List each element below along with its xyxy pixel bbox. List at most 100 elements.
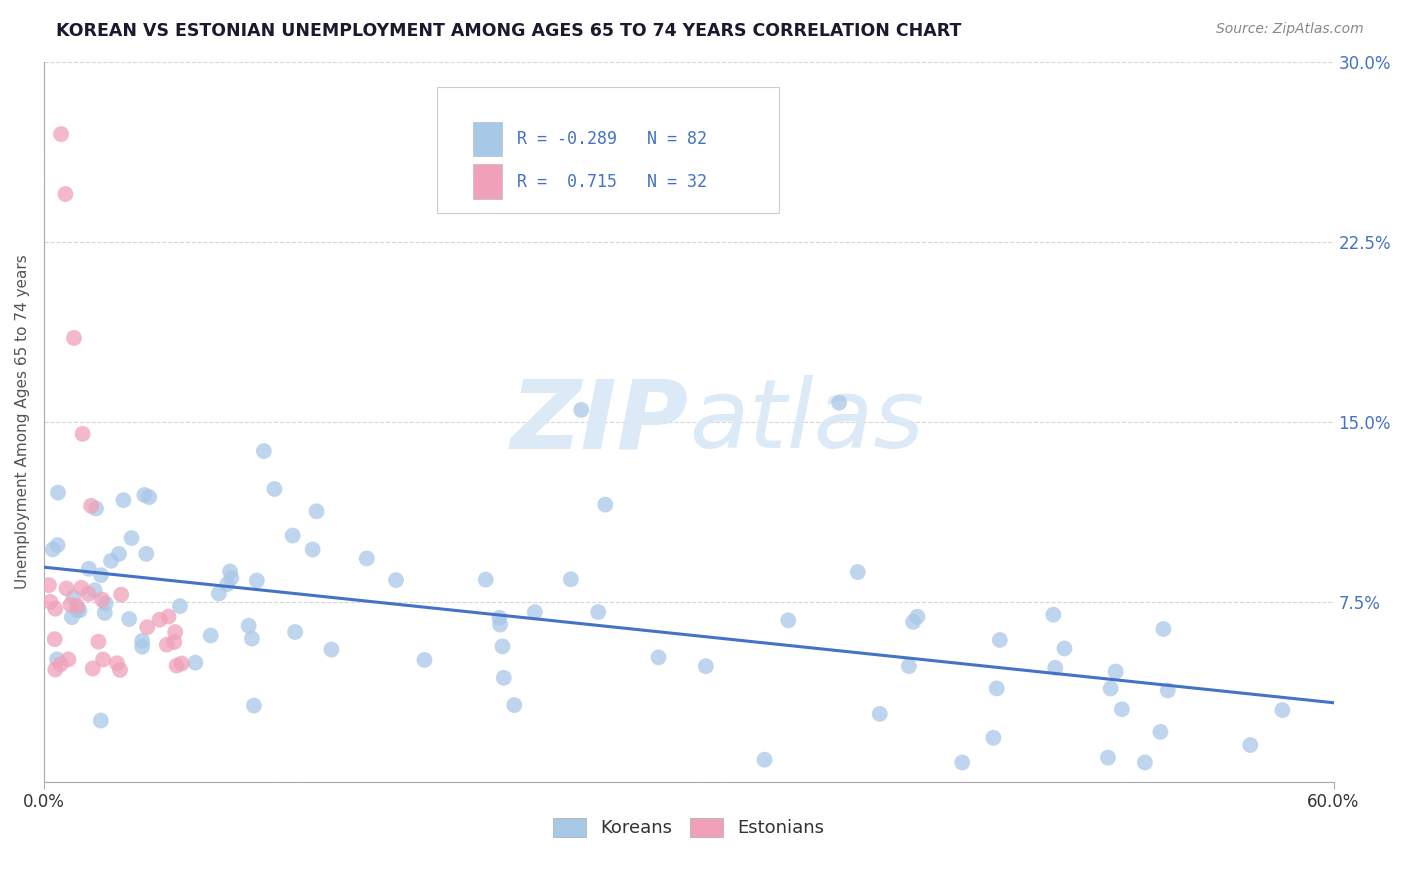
Text: R = -0.289   N = 82: R = -0.289 N = 82 — [517, 130, 707, 148]
Point — [385, 573, 408, 587]
Point — [1099, 681, 1122, 696]
Point — [82, 661, 104, 675]
Point — [90, 714, 112, 728]
Point — [55, 582, 77, 596]
Point — [238, 619, 260, 633]
Point — [46, 538, 69, 552]
Point — [131, 634, 153, 648]
Point — [131, 640, 153, 654]
Point — [905, 609, 928, 624]
Point — [63, 331, 86, 345]
Text: Source: ZipAtlas.com: Source: ZipAtlas.com — [1216, 22, 1364, 37]
Text: ZIP: ZIP — [510, 376, 689, 468]
Point — [523, 605, 546, 619]
Point — [49, 127, 72, 141]
Bar — [474, 122, 502, 156]
Point — [474, 573, 496, 587]
Point — [1239, 738, 1261, 752]
Y-axis label: Unemployment Among Ages 65 to 74 years: Unemployment Among Ages 65 to 74 years — [15, 254, 30, 590]
Point — [986, 681, 1008, 696]
Point — [1133, 756, 1156, 770]
Point — [569, 403, 592, 417]
Point — [121, 531, 143, 545]
Point — [100, 554, 122, 568]
Point — [110, 588, 132, 602]
Point — [138, 490, 160, 504]
Point — [869, 706, 891, 721]
Point — [208, 586, 231, 600]
Point — [90, 568, 112, 582]
Point — [828, 395, 851, 409]
Point — [492, 671, 515, 685]
Point — [1053, 641, 1076, 656]
Point — [489, 617, 512, 632]
Point — [305, 504, 328, 518]
Point — [93, 606, 115, 620]
Point — [157, 609, 180, 624]
Point — [586, 605, 609, 619]
Point — [77, 562, 100, 576]
Point — [46, 485, 69, 500]
Point — [240, 632, 263, 646]
Point — [149, 613, 172, 627]
Point — [988, 632, 1011, 647]
Point — [560, 572, 582, 586]
Point — [42, 542, 65, 557]
Point — [647, 650, 669, 665]
Point — [246, 574, 269, 588]
FancyBboxPatch shape — [437, 87, 779, 213]
Point — [1271, 703, 1294, 717]
Point — [108, 547, 131, 561]
Point — [1105, 665, 1128, 679]
Point — [72, 426, 94, 441]
Point — [156, 638, 179, 652]
Point — [1152, 622, 1174, 636]
Point — [491, 640, 513, 654]
Point — [136, 620, 159, 634]
Point — [134, 488, 156, 502]
Point — [77, 587, 100, 601]
Point — [66, 603, 89, 617]
Point — [135, 547, 157, 561]
Point — [170, 657, 193, 671]
Point — [243, 698, 266, 713]
Point — [1097, 750, 1119, 764]
Text: KOREAN VS ESTONIAN UNEMPLOYMENT AMONG AGES 65 TO 74 YEARS CORRELATION CHART: KOREAN VS ESTONIAN UNEMPLOYMENT AMONG AG… — [56, 22, 962, 40]
Point — [503, 698, 526, 712]
Point — [281, 528, 304, 542]
Point — [253, 444, 276, 458]
Point — [263, 482, 285, 496]
Point — [1045, 661, 1067, 675]
Point — [356, 551, 378, 566]
Point — [39, 595, 62, 609]
Point — [488, 611, 510, 625]
Point — [321, 642, 343, 657]
Point — [221, 571, 243, 585]
Point — [44, 663, 66, 677]
Text: R =  0.715   N = 32: R = 0.715 N = 32 — [517, 172, 707, 191]
Point — [83, 583, 105, 598]
Point — [163, 635, 186, 649]
Point — [950, 756, 973, 770]
Point — [165, 625, 187, 640]
Point — [169, 599, 191, 614]
Point — [91, 592, 114, 607]
Point — [87, 634, 110, 648]
Point — [1157, 683, 1180, 698]
Legend: Koreans, Estonians: Koreans, Estonians — [546, 811, 831, 845]
Point — [695, 659, 717, 673]
Point — [94, 597, 117, 611]
Point — [80, 499, 103, 513]
Point — [105, 657, 128, 671]
Point — [184, 656, 207, 670]
Point — [59, 598, 82, 612]
Point — [49, 657, 72, 672]
Point — [55, 187, 77, 202]
Text: atlas: atlas — [689, 376, 924, 468]
Point — [901, 615, 924, 629]
Point — [217, 577, 239, 591]
Point — [60, 610, 83, 624]
Point — [118, 612, 141, 626]
Point — [70, 581, 93, 595]
Point — [778, 613, 800, 627]
